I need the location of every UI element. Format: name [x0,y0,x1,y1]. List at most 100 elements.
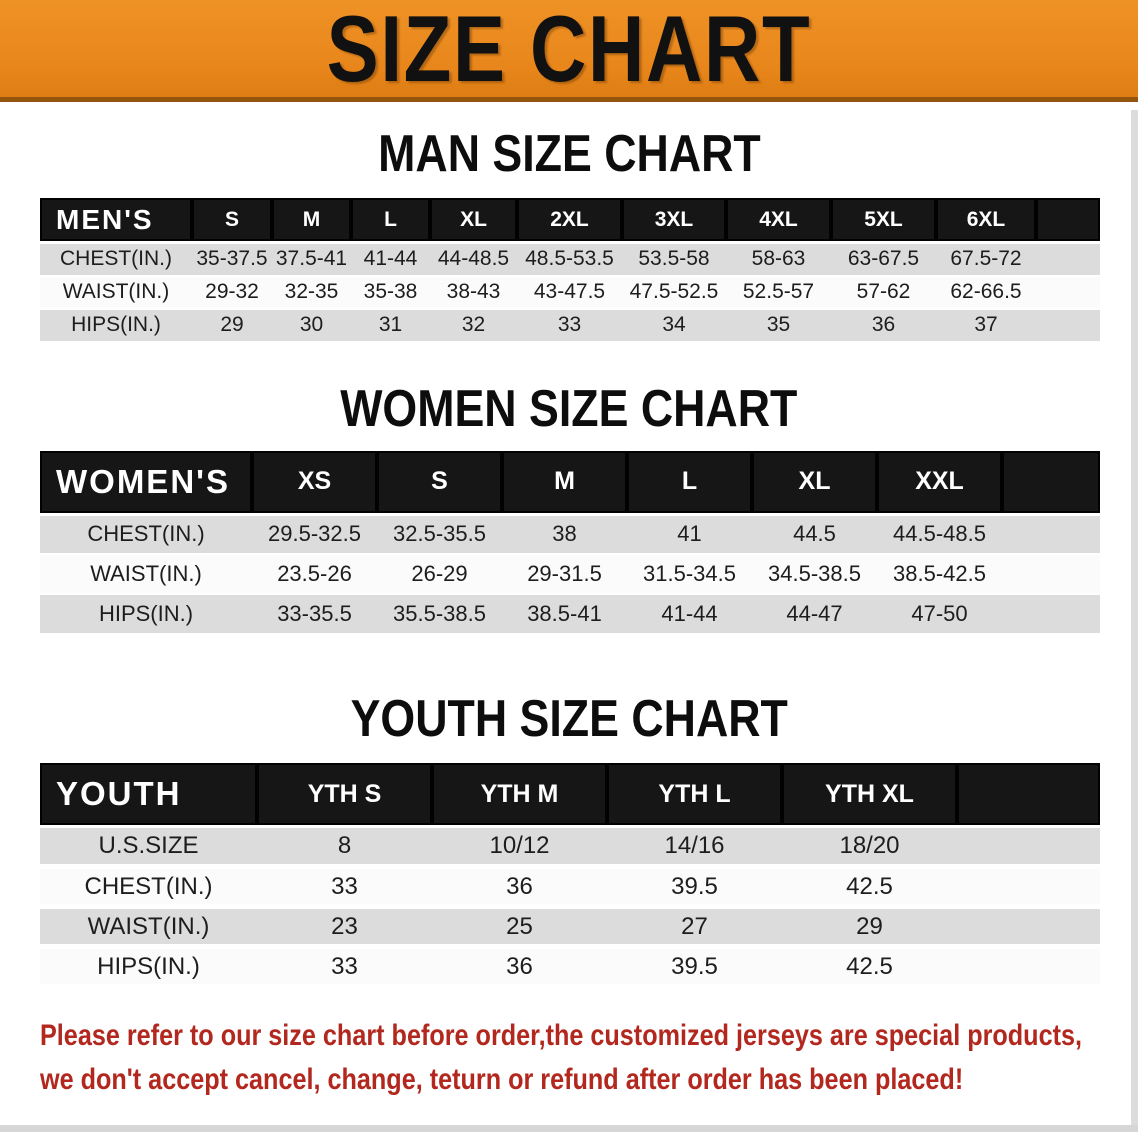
data-cell: 27 [681,912,708,940]
data-cell: 33 [331,872,358,900]
data-cell: 36 [871,313,896,336]
data-cell: 18/20 [839,832,900,859]
data-cell: 44.5 [793,521,836,547]
filler-cell [957,827,1100,867]
data-cell: 58-63 [751,247,806,271]
banner-title: SIZE CHART [326,0,812,101]
column-header: 3XL [622,198,726,243]
data-cell: 62-66.5 [950,280,1022,303]
data-cell: 23 [331,912,358,940]
data-cell: 41-44 [363,247,418,271]
data-cell: 38-43 [446,280,501,303]
man-size-chart-title: MAN SIZE CHART [0,128,1138,180]
data-cell: 33 [557,313,582,336]
size-chart-banner: SIZE CHART [0,0,1138,102]
mens-header-row: MEN'S S M L XL 2XL 3XL 4XL 5XL 6XL [40,198,1100,243]
data-cell: 29-31.5 [527,561,602,586]
women-size-chart-title: WOMEN SIZE CHART [0,383,1138,435]
column-header: L [627,451,752,515]
scan-edge-right [1131,110,1138,1132]
data-cell: 38 [552,521,577,547]
data-cell: 57-62 [856,280,911,303]
data-cell: 63-67.5 [847,247,920,271]
youth-size-chart-title-text: YOUTH SIZE CHART [350,690,788,748]
table-row: WAIST(IN.) 29-32 32-35 35-38 38-43 43-47.5 47.… [40,275,1100,309]
data-cell: 47.5-52.5 [629,280,719,303]
filler-cell [957,907,1100,947]
mens-size-table: MEN'S S M L XL 2XL 3XL 4XL 5XL 6XL CHEST(IN.) 35-3… [40,198,1100,343]
table-row: CHEST(IN.) 35-37.5 37.5-41 41-44 44-48.5 48.5… [40,242,1100,276]
data-cell: 44-48.5 [437,247,510,271]
data-cell: 25 [506,912,533,940]
data-cell: 42.5 [846,952,893,980]
data-cell: 23.5-26 [277,561,352,586]
table-row: WAIST(IN.) 23.5-26 26-29 29-31.5 31.5-34.5 34… [40,554,1100,594]
disclaimer-line-2: we don't accept cancel, change, teturn o… [40,1063,964,1096]
data-cell: 35 [766,313,791,336]
filler-cell [1002,554,1100,594]
data-cell: 29 [220,313,244,336]
data-cell: 10/12 [489,832,550,859]
data-cell: 29 [856,912,883,940]
womens-header-row: WOMEN'S XS S M L XL XXL [40,450,1100,515]
table-row: HIPS(IN.) 33 36 39.5 42.5 [40,946,1100,987]
youth-size-chart-title: YOUTH SIZE CHART [0,693,1138,745]
filler-cell [1036,198,1100,243]
column-header: YTH M [432,763,607,827]
column-header: 4XL [726,198,831,243]
data-cell: 29-32 [205,280,259,303]
disclaimer-line-1: Please refer to our size chart before or… [40,1019,1083,1052]
filler-cell [1002,594,1100,634]
data-cell: 42.5 [846,872,893,900]
filler-cell [1036,276,1100,309]
row-label: CHEST(IN.) [87,521,205,547]
table-row: CHEST(IN.) 29.5-32.5 32.5-35.5 38 41 44.5 44.5… [40,514,1100,554]
data-cell: 67.5-72 [950,247,1022,271]
column-header: S [377,451,502,515]
row-label: WAIST(IN.) [90,561,202,586]
row-label: HIPS(IN.) [71,313,161,336]
data-cell: 31.5-34.5 [643,561,736,586]
column-header: YTH XL [782,763,957,827]
data-cell: 35-37.5 [196,247,268,271]
data-cell: 31 [378,313,403,336]
column-header: YTH L [607,763,782,827]
column-header: YTH S [257,763,432,827]
data-cell: 32-35 [284,280,339,303]
data-cell: 48.5-53.5 [525,247,614,271]
data-cell: 33-35.5 [277,601,352,626]
filler-cell [1002,451,1100,515]
data-cell: 38.5-42.5 [893,561,986,586]
column-header: XS [252,451,377,515]
data-cell: 38.5-41 [527,601,602,626]
data-cell: 44.5-48.5 [893,521,986,547]
scan-edge-bottom [0,1125,1138,1132]
table-row: HIPS(IN.) 33-35.5 35.5-38.5 38.5-41 41-44 44-… [40,594,1100,634]
data-cell: 37.5-41 [275,247,348,271]
data-cell: 35-38 [363,280,418,303]
data-cell: 14/16 [664,832,725,859]
data-cell: 32 [461,313,486,336]
youth-size-table: YOUTH YTH S YTH M YTH L YTH XL U.S.SIZE 8 10/1… [40,763,1100,989]
column-header: M [502,451,627,515]
women-size-chart-title-text: WOMEN SIZE CHART [340,379,798,438]
data-cell: 39.5 [671,952,718,980]
row-label: WAIST(IN.) [87,912,210,940]
data-cell: 37 [974,313,998,336]
filler-cell [1002,514,1100,554]
data-cell: 47-50 [911,601,968,626]
table-row: WAIST(IN.) 23 25 27 29 [40,906,1100,947]
row-label: CHEST(IN.) [84,872,213,900]
column-header: 2XL [517,198,622,243]
column-header: XL [752,451,877,515]
filler-cell [957,867,1100,907]
column-header: XXL [877,451,1002,515]
data-cell: 30 [299,313,324,336]
table-row: HIPS(IN.) 29 30 31 32 33 34 35 36 37 [40,308,1100,342]
data-cell: 34 [662,313,686,336]
table-row: CHEST(IN.) 33 36 39.5 42.5 [40,866,1100,907]
man-size-chart-title-text: MAN SIZE CHART [377,125,761,183]
filler-cell [957,763,1100,827]
column-header: L [351,198,430,243]
table-name: YOUTH [40,763,257,827]
